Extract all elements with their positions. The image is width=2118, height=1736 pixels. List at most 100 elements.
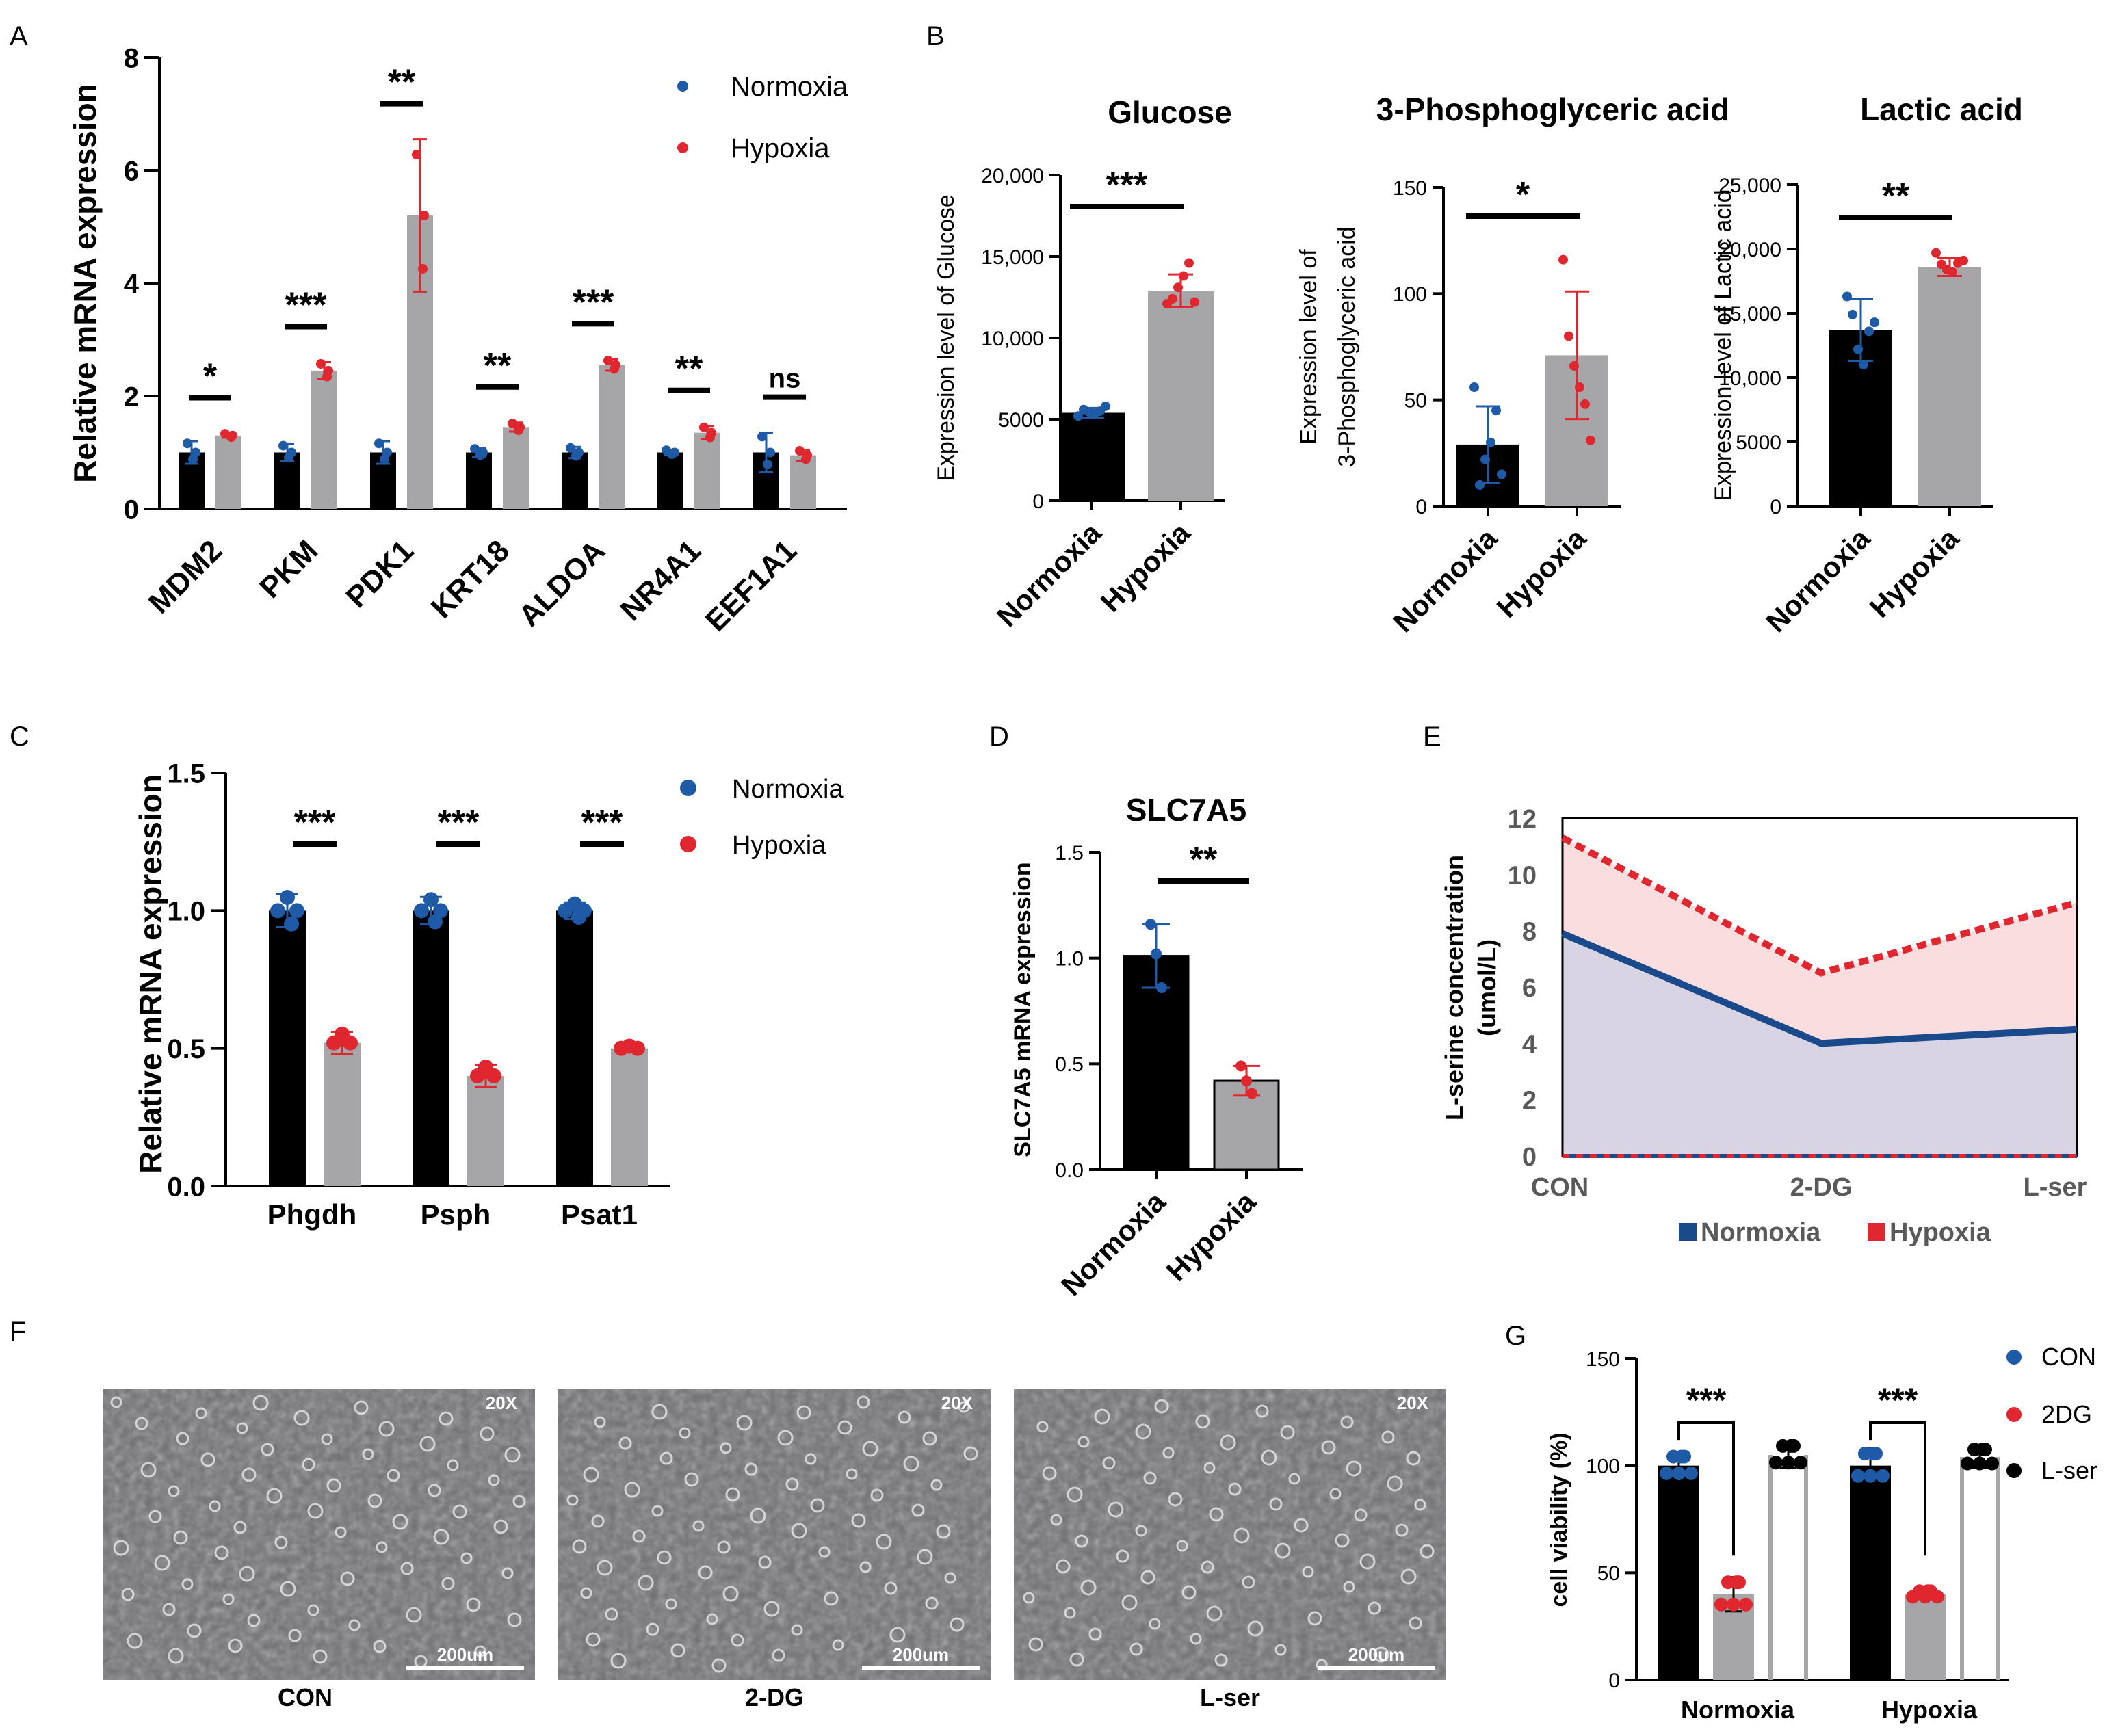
F-cell [1368,1601,1381,1615]
B3-point [1859,360,1868,370]
D-y-tick-label: 0.5 [1055,1053,1084,1076]
F-cell [605,1607,618,1621]
F-cell [293,1410,310,1426]
F-cell [354,1400,369,1415]
F-scale-label: 200um [893,1644,949,1665]
F-cell [1288,1473,1300,1485]
C-x-tick-label: Psph [421,1198,491,1231]
F-cell [1201,1560,1214,1574]
B1-point [1101,401,1110,411]
B1-x-tick-label: Hypoxia [1095,516,1197,618]
B1-ylabel: Expression level of Glucose [933,194,959,482]
D-point [1241,1075,1252,1087]
F-cell [750,1508,766,1524]
G-sig-label: *** [1878,1381,1918,1419]
F-cell [1143,1471,1157,1485]
C-x-tick-label: Phgdh [267,1198,357,1231]
F-cell [1203,1462,1216,1474]
A-legend-marker-normoxia [677,81,688,92]
A-x-tick-label: MDM2 [142,534,228,620]
B1-sig-label: *** [1106,166,1148,205]
G-point-L-ser [1784,1438,1798,1453]
F-cell [313,1649,328,1664]
F-cell [1294,1518,1309,1533]
F-cell [651,1404,668,1420]
F-cell [168,1648,184,1664]
F-cell [824,1591,839,1606]
D-point [1156,982,1167,993]
G-sig-bracket [1869,1421,1926,1556]
F-cell [439,1411,454,1426]
A-sig-label: *** [573,282,614,322]
F-cell [1176,1540,1188,1552]
B1-point [1173,282,1183,293]
F-cell [326,1478,341,1493]
G-legend-2DG: 2DG [2041,1400,2092,1428]
F-cell [706,1613,718,1625]
C-ylabel: Relative mRNA expression [133,774,168,1174]
B2-title: 3-Phosphoglyceric acid [1376,92,1729,127]
F-cell [597,1560,613,1576]
A-point-hypoxia [418,263,428,274]
F-cell [335,1526,347,1538]
F-cell [1050,1514,1062,1526]
A-point-hypoxia [412,149,421,159]
A-bar-hypoxia [790,455,816,509]
F-cell [1233,1527,1250,1544]
F-cell [1381,1430,1395,1444]
G-point-CON [1675,1449,1688,1464]
B1-point [1179,271,1188,281]
F-cell [209,1500,221,1512]
B3-point [1948,267,1957,277]
B2-point [1486,437,1495,447]
G-point-CON [1866,1447,1880,1461]
F-cell [583,1467,599,1483]
F-cell [1121,1594,1138,1611]
F-cell [1075,1534,1088,1548]
A-bar-hypoxia [311,370,337,509]
F-cell [228,1638,243,1653]
B1-point [1168,293,1177,304]
F-cell [1302,1566,1314,1578]
B3-y-tick-label: 5000 [1736,432,1781,454]
E-y-tick-label: 12 [1508,805,1537,834]
C-bar-normoxia [413,910,449,1186]
D-point [1236,1060,1246,1072]
E-x-tick-label: L-ser [2024,1173,2087,1202]
A-point-normoxia [757,432,767,442]
F-cell [148,1510,162,1523]
B1-bar-normoxia [1059,412,1125,501]
A-point-hypoxia [324,365,333,376]
F-cell [925,1596,939,1610]
F-cell [586,1632,601,1647]
F-cell [1036,1421,1049,1433]
B3-point [1848,309,1857,319]
A-sig-label: ** [388,63,416,103]
F-cell [493,1519,508,1534]
A-x-tick-label: EEF1A1 [699,534,803,637]
A-point-hypoxia [419,211,429,220]
B2-point [1475,479,1485,490]
F-cell [387,1469,400,1482]
F-cell [810,1498,825,1513]
F-cell [1321,1440,1336,1455]
G-y-tick-label: 50 [1597,1562,1620,1585]
C-y-tick-label: 1.5 [167,759,205,789]
F-cell [818,1546,831,1558]
C-sig-label: *** [294,803,336,843]
F-cell [168,1485,180,1497]
F-cell [239,1566,255,1582]
F-cell [236,1422,248,1434]
F-image-label: 2-DG [745,1683,804,1711]
D-y-tick-label: 1.5 [1055,842,1084,865]
B1-y-tick-label: 20,000 [981,165,1044,187]
F-cell [1261,1449,1277,1466]
A-sig-label: *** [285,286,327,326]
F-cell [1242,1575,1255,1589]
A-y-tick-label: 8 [124,43,139,73]
F-cell [1056,1559,1071,1574]
D-sig-label: ** [1190,840,1218,880]
D-bar-normoxia [1123,955,1190,1171]
F-cell [1280,1425,1295,1440]
